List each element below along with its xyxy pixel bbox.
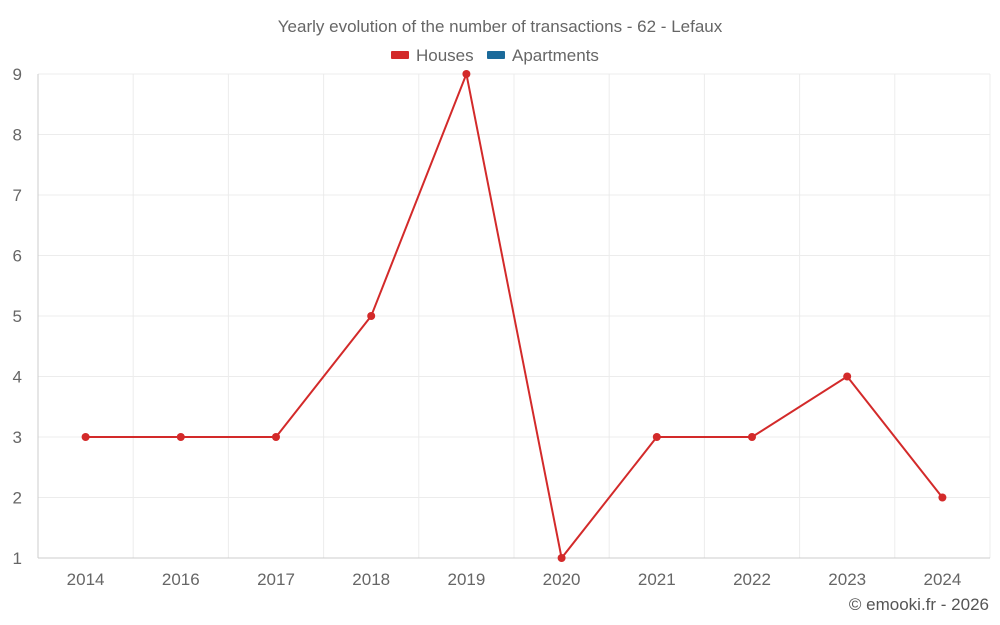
series-line (85, 70, 944, 561)
axes: 1 2 3 4 5 6 7 8 9 2014 2016 2017 2018 2019 2020 2021 202… (13, 65, 990, 589)
y-tick-label: 5 (13, 307, 22, 326)
x-tick-label: 2019 (447, 570, 485, 589)
y-tick-label: 3 (13, 428, 22, 447)
data-point[interactable] (557, 554, 566, 562)
x-tick-label: 2017 (257, 570, 295, 589)
y-tick-label: 1 (13, 549, 22, 568)
y-tick-label: 7 (13, 186, 22, 205)
x-tick-label: 2024 (923, 570, 961, 589)
data-point[interactable] (367, 312, 376, 320)
x-tick-label: 2021 (638, 570, 676, 589)
legend-label-houses: Houses (416, 46, 474, 65)
data-point[interactable] (652, 433, 661, 441)
data-point[interactable] (176, 433, 185, 441)
x-tick-label: 2023 (828, 570, 866, 589)
data-point[interactable] (272, 433, 280, 441)
legend-label-apartments: Apartments (512, 46, 599, 65)
y-tick-label: 8 (13, 126, 22, 145)
series-houses (81, 70, 947, 562)
data-point[interactable] (462, 70, 471, 78)
x-tick-label: 2020 (543, 570, 581, 589)
data-point[interactable] (938, 493, 947, 502)
y-tick-label: 6 (13, 247, 22, 266)
x-tick-label: 2018 (352, 570, 390, 589)
y-tick-label: 2 (13, 489, 22, 508)
y-tick-label: 9 (13, 65, 22, 84)
legend-swatch-houses (391, 51, 409, 59)
legend-item-apartments[interactable]: Apartments (487, 46, 599, 65)
x-tick-label: 2016 (162, 570, 200, 589)
legend-item-houses[interactable]: Houses (391, 46, 474, 65)
legend: Houses Apartments (391, 46, 599, 65)
x-tick-label: 2014 (67, 570, 105, 589)
legend-swatch-apartments (487, 51, 505, 59)
y-tick-label: 4 (13, 368, 22, 387)
credit-text: © emooki.fr - 2026 (849, 595, 989, 614)
data-point[interactable] (843, 372, 852, 381)
data-point[interactable] (748, 433, 756, 441)
chart-title: Yearly evolution of the number of transa… (278, 17, 723, 36)
x-tick-label: 2022 (733, 570, 771, 589)
data-point[interactable] (81, 433, 90, 441)
